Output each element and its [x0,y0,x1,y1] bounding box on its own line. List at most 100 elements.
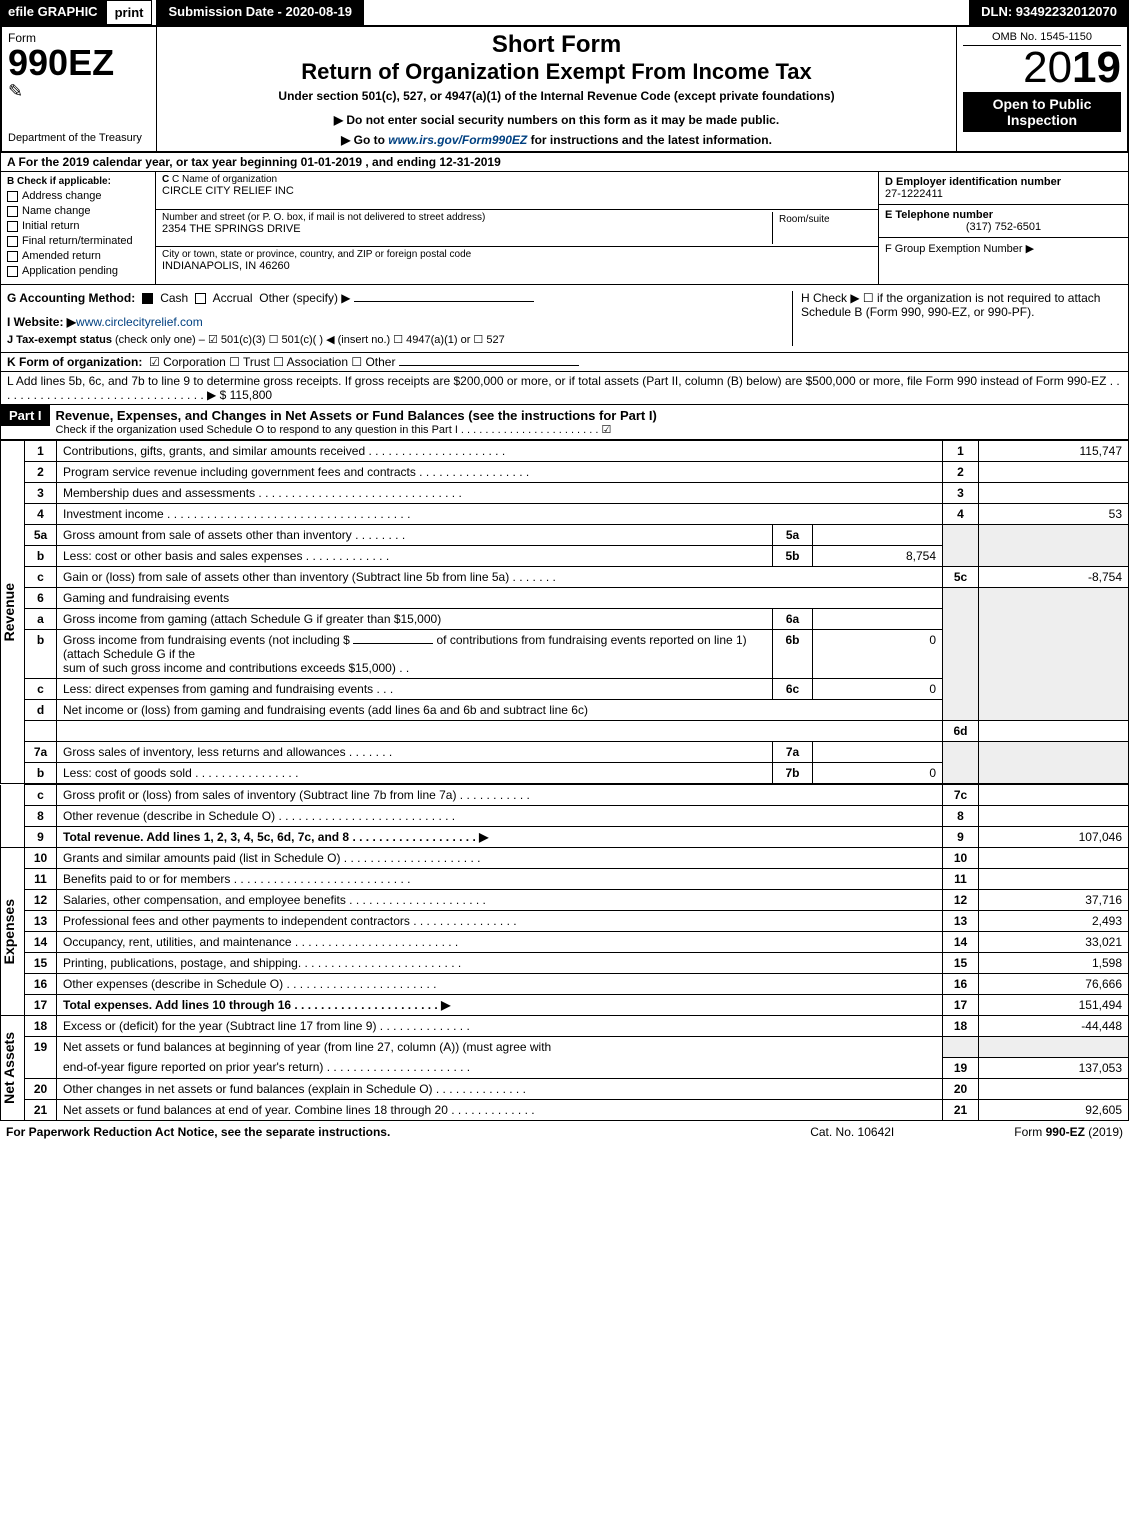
line-16-num: 16 [25,974,57,995]
line-14-box: 14 [943,932,979,953]
line-8-box: 8 [943,806,979,827]
irs-link[interactable]: www.irs.gov/Form990EZ [388,133,527,147]
line-5b-num: b [25,546,57,567]
line-2-box: 2 [943,462,979,483]
goto-instructions: ▶ Go to www.irs.gov/Form990EZ for instru… [163,133,950,147]
dept-treasury: Department of the Treasury [8,132,150,144]
chk-cash[interactable] [142,293,153,304]
line-20-amt [979,1078,1129,1099]
line-17-amt: 151,494 [979,995,1129,1016]
footer-right: Form 990-EZ (2019) [1014,1125,1123,1139]
line-19-box: 19 [943,1057,979,1078]
line-6c-num: c [25,679,57,700]
line-9-amt: 107,046 [979,827,1129,848]
line-12-box: 12 [943,890,979,911]
line-7a-desc: Gross sales of inventory, less returns a… [57,742,773,763]
line-7b-num: b [25,763,57,784]
expenses-sidebar: Expenses [1,899,17,964]
line-18-box: 18 [943,1016,979,1037]
line-1-desc: Contributions, gifts, grants, and simila… [57,441,943,462]
line-6d-num: d [25,700,57,721]
website-link[interactable]: www.circlecityrelief.com [76,315,203,329]
form-number: 990EZ [8,45,150,81]
line-17-desc: Total expenses. Add lines 10 through 16 … [57,995,943,1016]
line-21-desc: Net assets or fund balances at end of ye… [57,1099,943,1120]
line-6-desc: Gaming and fundraising events [57,588,943,609]
line-19-num: 19 [25,1037,57,1079]
line-11-amt [979,869,1129,890]
line-7c-amt [979,785,1129,806]
line-1-box: 1 [943,441,979,462]
line-11-box: 11 [943,869,979,890]
line-5c-box: 5c [943,567,979,588]
line-14-desc: Occupancy, rent, utilities, and maintena… [57,932,943,953]
line-7b-sub: 7b [773,763,813,784]
line-5a-samt [813,525,943,546]
line-16-amt: 76,666 [979,974,1129,995]
accounting-method: G Accounting Method: Cash Accrual Other … [7,291,792,305]
line-5b-samt: 8,754 [813,546,943,567]
dln-label: DLN: 93492232012070 [969,0,1129,25]
line-11-desc: Benefits paid to or for members . . . . … [57,869,943,890]
line-2-amt [979,462,1129,483]
line-7c-box: 7c [943,785,979,806]
room-suite: Room/suite [772,212,872,245]
line-11-num: 11 [25,869,57,890]
part1-table: Revenue 1 Contributions, gifts, grants, … [0,440,1129,784]
part1-title: Revenue, Expenses, and Changes in Net As… [56,408,657,423]
line-2-num: 2 [25,462,57,483]
meta-g-h: G Accounting Method: Cash Accrual Other … [0,285,1129,353]
title-box: Form 990EZ ✎ Department of the Treasury … [0,25,1129,153]
goto-suffix: for instructions and the latest informat… [527,133,772,147]
line-21-amt: 92,605 [979,1099,1129,1120]
line-10-box: 10 [943,848,979,869]
chk-amended[interactable]: Amended return [7,250,149,262]
line-5a-num: 5a [25,525,57,546]
line-6-num: 6 [25,588,57,609]
line-12-num: 12 [25,890,57,911]
line-9-box: 9 [943,827,979,848]
line-7c-desc: Gross profit or (loss) from sales of inv… [57,785,943,806]
ein-label: D Employer identification number [885,176,1122,188]
line-6b-num: b [25,630,57,679]
line-7a-sub: 7a [773,742,813,763]
part1-header: Part I Revenue, Expenses, and Changes in… [0,405,1129,440]
chk-address-change[interactable]: Address change [7,190,149,202]
line-18-desc: Excess or (deficit) for the year (Subtra… [57,1016,943,1037]
netassets-sidebar: Net Assets [1,1032,17,1104]
print-button[interactable]: print [106,0,153,25]
chk-application-pending[interactable]: Application pending [7,265,149,277]
chk-final-return[interactable]: Final return/terminated [7,235,149,247]
section-l: L Add lines 5b, 6c, and 7b to line 9 to … [0,372,1129,405]
line-13-amt: 2,493 [979,911,1129,932]
line-5c-desc: Gain or (loss) from sale of assets other… [57,567,943,588]
line-16-box: 16 [943,974,979,995]
line-5b-sub: 5b [773,546,813,567]
line-21-num: 21 [25,1099,57,1120]
org-name: CIRCLE CITY RELIEF INC [162,185,872,197]
line-12-desc: Salaries, other compensation, and employ… [57,890,943,911]
line-10-desc: Grants and similar amounts paid (list in… [57,848,943,869]
return-title: Return of Organization Exempt From Incom… [163,59,950,85]
footer-left: For Paperwork Reduction Act Notice, see … [6,1125,810,1139]
line-9-num: 9 [25,827,57,848]
city-label: City or town, state or province, country… [162,249,872,260]
revenue-sidebar: Revenue [1,583,17,641]
section-h: H Check ▶ ☐ if the organization is not r… [792,291,1122,346]
line-1-num: 1 [25,441,57,462]
street-label: Number and street (or P. O. box, if mail… [162,212,772,223]
line-6d-amt [979,721,1129,742]
chk-initial-return[interactable]: Initial return [7,220,149,232]
chk-name-change[interactable]: Name change [7,205,149,217]
line-6a-samt [813,609,943,630]
line-17-box: 17 [943,995,979,1016]
section-b-label: B Check if applicable: [7,176,149,187]
line-6a-desc: Gross income from gaming (attach Schedul… [57,609,773,630]
line-18-num: 18 [25,1016,57,1037]
line-6c-samt: 0 [813,679,943,700]
group-exemption: F Group Exemption Number ▶ [885,242,1122,255]
line-19-desc2: end-of-year figure reported on prior yea… [57,1057,943,1078]
part1-label: Part I [1,405,50,426]
chk-accrual[interactable] [195,293,206,304]
tax-exempt-status: J Tax-exempt status (check only one) – ☑… [7,333,792,346]
